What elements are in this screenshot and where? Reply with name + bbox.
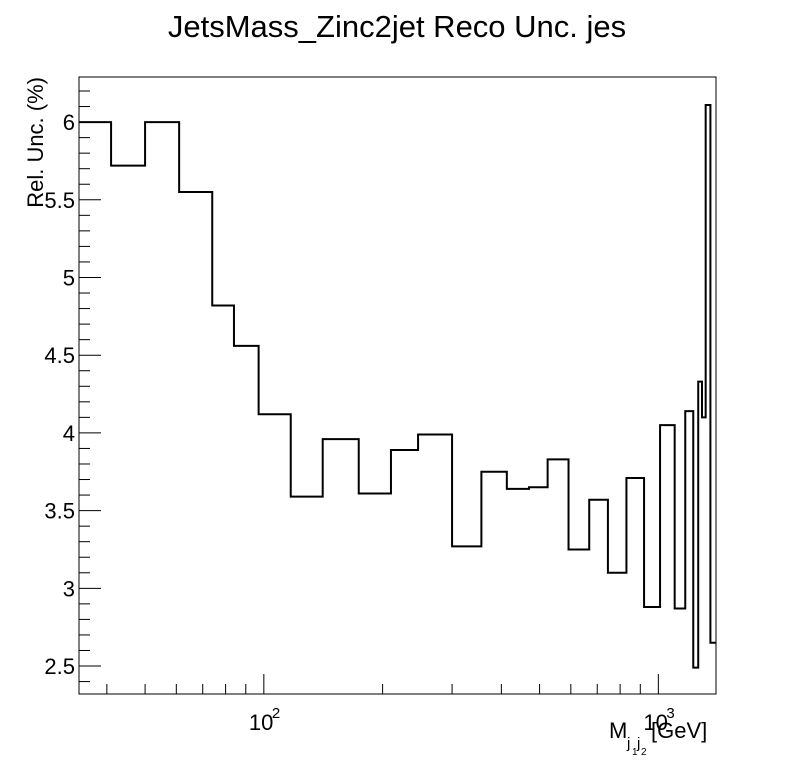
histogram-bins bbox=[79, 105, 716, 668]
x-tick-exponent: 2 bbox=[272, 705, 280, 722]
plot-frame bbox=[78, 76, 717, 695]
y-tick-label: 2.5 bbox=[44, 654, 75, 679]
x-axis-label-unit: [GeV] bbox=[651, 718, 707, 743]
chart-title: JetsMass_Zinc2jet Reco Unc. jes bbox=[168, 9, 626, 44]
x-axis-label-symbol: M bbox=[609, 718, 627, 743]
y-tick-label: 6 bbox=[63, 110, 75, 135]
y-tick-label: 4.5 bbox=[44, 343, 75, 368]
y-tick-label: 5 bbox=[63, 265, 75, 290]
plot-area bbox=[78, 76, 717, 695]
y-axis-label: Rel. Unc. (%) bbox=[23, 77, 48, 208]
x-axis-label-subsubscript-2: 2 bbox=[641, 747, 647, 758]
x-tick-label: 10 bbox=[643, 710, 667, 735]
x-tick-label: 10 bbox=[249, 710, 273, 735]
y-tick-label: 3 bbox=[63, 576, 75, 601]
x-axis-label-subscript-2: j bbox=[636, 735, 640, 752]
x-tick-exponent: 3 bbox=[666, 705, 674, 722]
x-axis-label-subscript-1: j bbox=[626, 735, 630, 752]
y-tick-label: 3.5 bbox=[44, 499, 75, 524]
histogram-series-line bbox=[79, 103, 716, 669]
y-axis: 2.5 3 3.5 4 4.5 5 5.5 6 bbox=[44, 90, 101, 683]
y-tick-label: 5.5 bbox=[44, 188, 75, 213]
x-axis-label: M j 1 j 2 [GeV] bbox=[609, 718, 707, 758]
x-axis: 102 103 bbox=[106, 674, 675, 735]
y-tick-label: 4 bbox=[63, 421, 75, 446]
x-axis-label-subsubscript-1: 1 bbox=[632, 747, 638, 758]
